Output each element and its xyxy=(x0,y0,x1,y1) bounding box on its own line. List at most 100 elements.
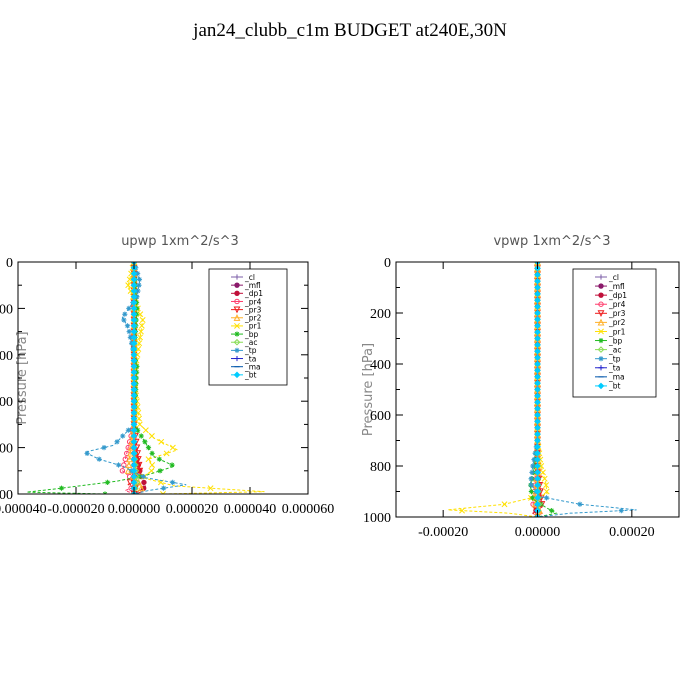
series-point-_bt xyxy=(534,488,541,495)
series-point-_tp xyxy=(530,463,536,469)
series-point-_bt xyxy=(534,398,541,406)
legend-label-_tp: _tp xyxy=(244,346,257,355)
legend: _cl_mfl_dp1_pr4_pr3_pr2_pr1_bp_ac_tp_ta_… xyxy=(208,268,288,386)
y-tick-label: 400 xyxy=(370,358,391,373)
series-point-_pr1 xyxy=(142,427,149,434)
series-point-_pr1 xyxy=(126,276,133,283)
series-point-_bp xyxy=(156,456,162,462)
series-point-_bt xyxy=(534,328,541,336)
series-point-_pr1 xyxy=(148,433,155,439)
series-point-_pr2 xyxy=(137,484,145,492)
x-tick-label: 0.000020 xyxy=(166,502,219,517)
series-point-_bt xyxy=(534,373,541,381)
legend-marker-_bp xyxy=(234,331,240,337)
series-point-_tp xyxy=(170,479,176,485)
series-point-_tp xyxy=(528,482,534,488)
series-point-_bt xyxy=(534,341,541,349)
series-point-_bt xyxy=(534,335,541,342)
legend-marker-_bt xyxy=(233,371,241,379)
y-tick-label: 400 xyxy=(0,349,13,364)
series-point-_tp xyxy=(577,501,583,507)
series-point-_bt xyxy=(534,462,541,470)
series-point-_pr1 xyxy=(135,409,142,416)
series-point-_bp xyxy=(549,508,555,514)
y-axis-label: Pressure [hPa] xyxy=(15,331,30,424)
series-point-_bt xyxy=(534,354,541,361)
series-point-_tp xyxy=(140,474,146,480)
legend-label-_ac: _ac xyxy=(244,338,257,347)
y-axis-label: Pressure [hPa] xyxy=(361,343,376,436)
x-tick-label: -0.000040 xyxy=(0,502,47,517)
series-point-_bt xyxy=(534,347,541,355)
series-point-_bt xyxy=(534,296,541,304)
legend-marker-_ac xyxy=(597,346,605,353)
series-point-_pr1 xyxy=(125,282,132,289)
series-point-_bt xyxy=(534,430,541,438)
series-point-_tp xyxy=(543,495,550,501)
series-point-_bt xyxy=(534,379,541,387)
series-point-_pr1 xyxy=(137,334,144,341)
legend-label-_ma: _ma xyxy=(244,362,261,371)
series-point-_bt xyxy=(534,475,541,483)
series-point-_tp xyxy=(115,462,122,468)
series-point-_tp xyxy=(136,276,143,282)
series-point-_pr1 xyxy=(501,501,508,508)
legend-marker-_tp xyxy=(234,347,240,353)
y-tick-label: 800 xyxy=(0,442,13,457)
series-point-_bt xyxy=(534,494,541,502)
legend-marker-_pr3 xyxy=(597,310,605,318)
series-point-_pr1 xyxy=(207,485,214,492)
y-tick-label: 1000 xyxy=(0,488,13,503)
legend-marker-_ta xyxy=(598,365,604,371)
series-point-_pr4 xyxy=(119,468,126,474)
series-point-_pr1 xyxy=(160,491,166,494)
series-point-_tp xyxy=(135,288,141,294)
series-point-_pr1 xyxy=(136,340,143,347)
legend-marker-_mfl xyxy=(234,282,240,288)
series-point-_bt xyxy=(534,481,541,489)
legend-label-_cl: _cl xyxy=(608,273,619,282)
legend-marker-_dp1 xyxy=(598,292,604,298)
y-tick-label: 800 xyxy=(370,460,391,475)
y-tick-label: 0 xyxy=(384,256,391,271)
series-point-_bp xyxy=(138,433,144,439)
legend-marker-_pr1 xyxy=(234,322,240,329)
legend-label-_dp1: _dp1 xyxy=(608,291,627,300)
legend-label-_pr1: _pr1 xyxy=(244,322,262,331)
series-point-_pr1 xyxy=(541,475,548,482)
series-point-_bt xyxy=(534,277,541,285)
x-tick-label: 0.000040 xyxy=(224,502,277,517)
legend-label-_ac: _ac xyxy=(608,345,621,354)
legend-label-_tp: _tp xyxy=(608,354,621,363)
series-point-_bt xyxy=(534,469,541,476)
x-tick-label: -0.00020 xyxy=(418,525,468,540)
legend-marker-_dp1 xyxy=(234,290,240,297)
legend-label-_bt: _bt xyxy=(244,371,257,380)
series-point-_bt xyxy=(534,367,541,374)
series-point-_bp xyxy=(104,479,111,485)
legend-marker-_pr1 xyxy=(598,328,604,335)
legend-label-_bt: _bt xyxy=(608,382,621,391)
series-point-_pr1 xyxy=(127,288,134,294)
legend-marker-_cl xyxy=(234,274,240,280)
series-point-_bt xyxy=(534,500,541,508)
series-group xyxy=(447,262,637,517)
series-point-_bp xyxy=(169,462,175,468)
series-point-_tp xyxy=(96,456,102,462)
legend-label-_pr2: _pr2 xyxy=(608,318,626,327)
series-point-_bt xyxy=(534,456,541,463)
series-point-_pr1 xyxy=(158,438,165,445)
series-point-_pr1 xyxy=(136,421,143,428)
series-point-_tp xyxy=(127,334,133,340)
series-point-_pr1 xyxy=(138,322,145,329)
series-point-_pr1 xyxy=(169,444,176,451)
series-point-_bp xyxy=(157,468,163,474)
series-point-_bp xyxy=(58,485,65,491)
x-tick-label: -0.000020 xyxy=(47,502,104,517)
series-point-_bt xyxy=(534,360,541,368)
legend-label-_pr3: _pr3 xyxy=(608,309,626,318)
series-point-_pr1 xyxy=(543,482,550,489)
series-point-_tp xyxy=(160,485,167,491)
legend-label-_pr4: _pr4 xyxy=(608,300,626,309)
